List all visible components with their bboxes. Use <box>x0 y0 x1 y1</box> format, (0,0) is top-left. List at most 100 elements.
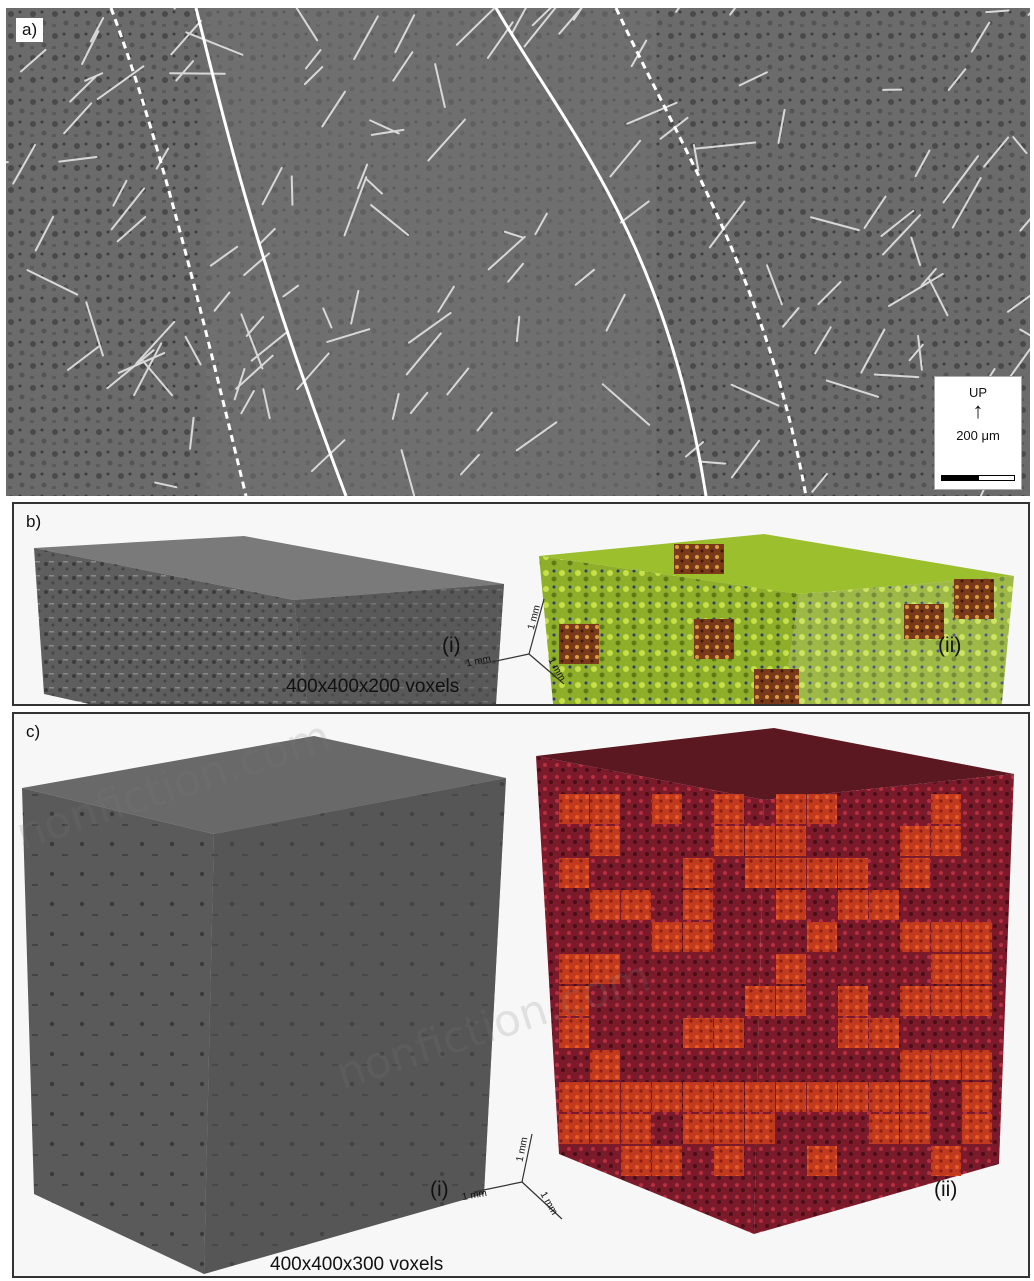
fibre <box>730 439 761 479</box>
fibre <box>392 51 414 82</box>
fibre <box>63 102 93 135</box>
panel-c-label-ii: (ii) <box>934 1178 958 1201</box>
fibre <box>295 8 319 42</box>
orange-block <box>962 922 992 952</box>
orange-block <box>838 1018 868 1048</box>
fibre <box>175 60 195 82</box>
fibre <box>427 118 466 162</box>
fibre <box>814 326 832 355</box>
fibre <box>154 481 178 489</box>
fibre <box>353 15 379 61</box>
fibre <box>326 328 371 343</box>
orange-block <box>621 1114 651 1144</box>
fibre <box>155 147 170 170</box>
fibre <box>825 379 880 398</box>
orange-block <box>621 1146 651 1176</box>
fibre <box>694 141 757 150</box>
orange-block <box>931 794 961 824</box>
fibre <box>729 8 737 16</box>
fibre <box>1019 217 1030 232</box>
orange-block <box>714 1146 744 1176</box>
fibre <box>817 280 842 306</box>
fibre <box>515 421 558 452</box>
orange-block <box>683 922 713 952</box>
fibre <box>605 293 626 332</box>
orange-block <box>869 1082 899 1112</box>
orange-block <box>931 922 961 952</box>
up-arrow-icon: ↑ <box>972 398 984 423</box>
fibre <box>303 66 324 86</box>
fibre <box>730 383 780 407</box>
orange-block <box>621 890 651 920</box>
orange-block <box>590 1114 620 1144</box>
fibre <box>811 472 829 493</box>
fibre <box>887 272 944 307</box>
fibre <box>185 31 244 56</box>
fibre <box>927 277 949 317</box>
fibre <box>1019 328 1030 337</box>
orange-block <box>962 954 992 984</box>
fibre <box>69 76 97 103</box>
fibre <box>322 307 333 329</box>
orange-block <box>559 954 589 984</box>
fibre <box>117 352 166 374</box>
fibre <box>880 209 915 237</box>
orange-block <box>652 794 682 824</box>
orange-block <box>745 858 775 888</box>
orange-block <box>900 1082 930 1112</box>
orange-block <box>776 1082 806 1112</box>
fibre <box>209 245 239 267</box>
fibre <box>34 215 55 252</box>
fibre <box>970 21 991 53</box>
orange-block <box>900 922 930 952</box>
fibre <box>290 175 294 206</box>
scale-box: UP ↑ 200 μm <box>934 376 1022 490</box>
fibre <box>873 373 920 379</box>
fibre <box>370 204 410 236</box>
fibre <box>89 17 105 43</box>
orange-block <box>776 826 806 856</box>
fibre <box>782 307 800 328</box>
fibre <box>170 19 202 56</box>
orange-block <box>776 858 806 888</box>
fibre <box>882 214 921 256</box>
orange-block <box>652 1146 682 1176</box>
fibre <box>96 65 145 100</box>
orange-block <box>776 954 806 984</box>
orange-block <box>838 1082 868 1112</box>
orange-block <box>838 890 868 920</box>
fibre <box>503 230 524 239</box>
orange-block <box>807 858 837 888</box>
panel-a-micrograph: a) UP ↑ 200 μm <box>6 8 1030 496</box>
fibre <box>1006 294 1030 313</box>
orange-block <box>776 890 806 920</box>
fibre <box>601 383 651 426</box>
orange-block <box>745 1082 775 1112</box>
orange-block <box>838 858 868 888</box>
fibre <box>365 177 383 195</box>
fibre <box>626 101 678 125</box>
fibre <box>142 360 174 397</box>
fibre <box>951 177 982 229</box>
fibre <box>26 269 79 296</box>
orange-block <box>900 1114 930 1144</box>
orange-block <box>683 1082 713 1112</box>
fibre <box>350 289 360 325</box>
fibre <box>558 8 583 35</box>
fibre <box>476 411 493 432</box>
orange-block <box>900 1050 930 1080</box>
orange-block <box>869 1018 899 1048</box>
panel-c-label-i: (i) <box>430 1178 449 1201</box>
fibre <box>235 354 274 390</box>
orange-block <box>652 922 682 952</box>
fibre <box>437 285 455 313</box>
orange-block <box>714 1082 744 1112</box>
orange-block <box>714 1114 744 1144</box>
orange-block <box>962 1114 992 1144</box>
orange-block <box>776 794 806 824</box>
orange-block-group <box>559 794 992 1176</box>
fibre <box>534 212 548 236</box>
fibre <box>391 392 400 420</box>
fibre <box>135 320 176 365</box>
orange-block <box>807 922 837 952</box>
